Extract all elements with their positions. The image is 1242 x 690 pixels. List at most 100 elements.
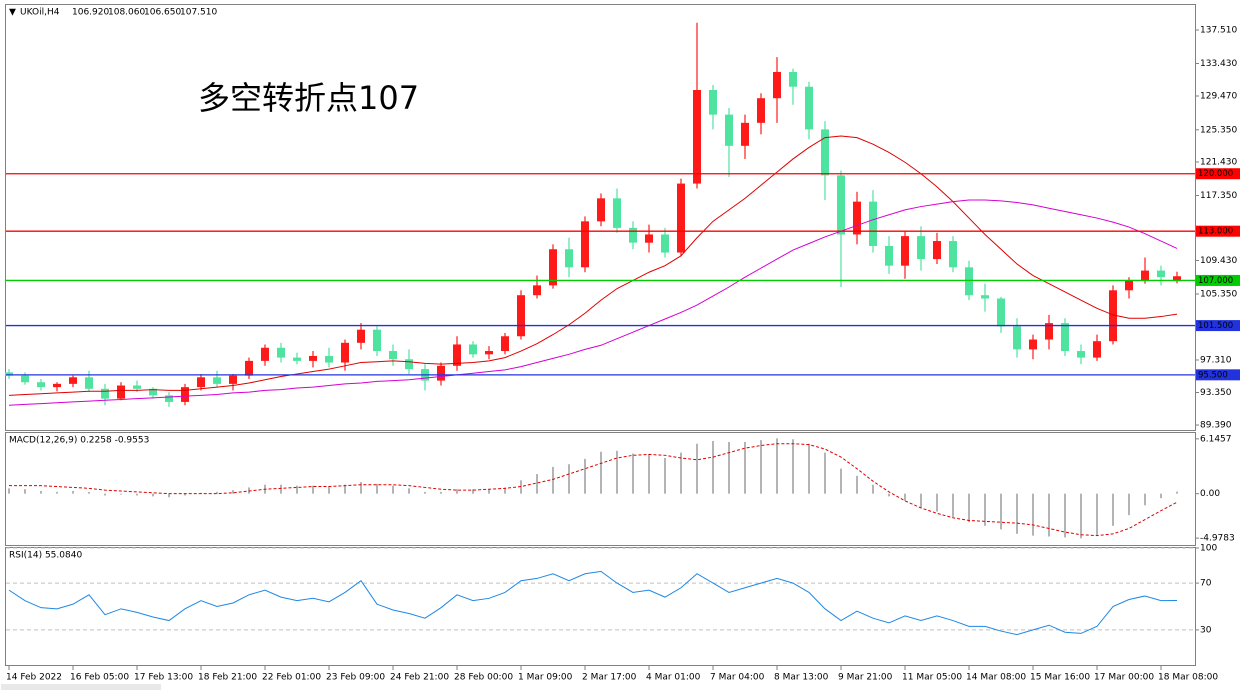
x-tick-label: 1 Mar 09:00 [518,673,573,683]
macd-bar [456,489,458,494]
header-open: 106.920 [72,8,109,18]
candle-body [709,90,717,115]
header-low: 106.650 [144,8,181,18]
candle-body [1093,341,1101,358]
macd-bar [744,441,746,494]
candle-body [581,221,589,268]
x-tick-label: 2 Mar 17:00 [582,673,637,683]
x-tick-label: 28 Feb 00:00 [454,673,513,683]
menu-arrow[interactable]: ▼ [9,8,16,18]
macd-bar [24,489,26,494]
macd-bar [712,441,714,494]
candle-body [373,329,381,352]
candle-body [165,395,173,402]
macd-bar [232,490,234,494]
candle-body [949,241,957,268]
candle-body [517,295,525,337]
macd-bar [552,466,554,494]
candle-body [677,183,685,253]
x-tick-label: 11 Mar 05:00 [902,673,962,683]
y-tick-label: 137.510 [1200,25,1237,35]
candle-body [437,365,445,381]
signal-line [9,443,1178,537]
macd-bar [792,439,794,494]
candle-body [773,71,781,99]
macd-panel [5,432,1196,546]
level-label: 95.500 [1198,370,1228,380]
candle-body [53,383,61,388]
candle-body [1061,323,1069,352]
macd-bar [40,491,42,494]
level-label-box [1196,369,1240,381]
candle-body [69,377,77,384]
macd-bar [296,485,298,494]
candle-body [229,375,237,384]
macd-bar [920,493,922,508]
annotation: 多空转折点107 [198,79,419,117]
candle-body [725,114,733,146]
header-high: 108.060 [108,8,145,18]
y-tick-label: 0.00 [1200,489,1220,499]
candle-body [1013,326,1021,350]
macd-bar [312,485,314,494]
macd-bar [936,493,938,512]
x-tick-label: 16 Feb 05:00 [70,673,129,683]
macd-bar [824,452,826,494]
macd-bar [984,493,986,526]
candle-body [645,234,653,243]
candle-body [1141,270,1149,281]
candle-body [917,236,925,260]
candle-body [693,90,701,184]
x-tick-label: 15 Mar 16:00 [1030,673,1090,683]
macd-bar [872,484,874,494]
macd-bar [1016,493,1018,534]
candle-body [469,344,477,355]
candle-body [837,175,845,235]
level-label: 113.000 [1198,227,1233,237]
y-tick-label: 129.470 [1200,91,1237,101]
candle-body [853,201,861,235]
candle-body [1125,280,1133,291]
macd-bar [536,474,538,494]
macd-bar [504,487,506,494]
macd-bar [1128,493,1130,516]
macd-bar [840,468,842,494]
macd-bar [632,453,634,494]
candle-body [821,129,829,176]
macd-bar [760,440,762,494]
candle-body [965,267,973,296]
macd-bar [344,484,346,494]
macd-bar [616,450,618,494]
macd-bar [1144,493,1146,506]
candle-body [37,382,45,388]
x-tick-label: 14 Mar 08:00 [966,673,1026,683]
y-tick-label: -4.9783 [1200,534,1235,544]
candle-body [757,98,765,123]
macd-bar [776,438,778,494]
candle-body [1109,290,1117,342]
candle-body [597,198,605,222]
macd-bar [120,493,122,495]
candle-body [277,347,285,358]
level-label: 107.000 [1198,276,1233,286]
y-tick-label: 117.350 [1200,191,1237,201]
candle-body [869,201,877,246]
candle-body [1077,351,1085,358]
macd-bar [280,484,282,494]
x-tick-label: 17 Feb 13:00 [134,673,193,683]
macd-bar [1080,493,1082,539]
macd-bar [440,491,442,494]
x-tick-label: 9 Mar 21:00 [838,673,893,683]
y-tick-label: 100 [1200,544,1217,554]
macd-bar [152,493,154,497]
x-tick-label: 14 Feb 2022 [6,673,62,683]
macd-bar [56,491,58,494]
tab-bar[interactable] [1,684,161,690]
y-tick-label: 70 [1200,579,1212,589]
rsi-panel [5,547,1196,666]
candle-body [629,227,637,243]
symbol: UKOil,H4 [20,8,60,18]
moving-average [8,199,1178,406]
